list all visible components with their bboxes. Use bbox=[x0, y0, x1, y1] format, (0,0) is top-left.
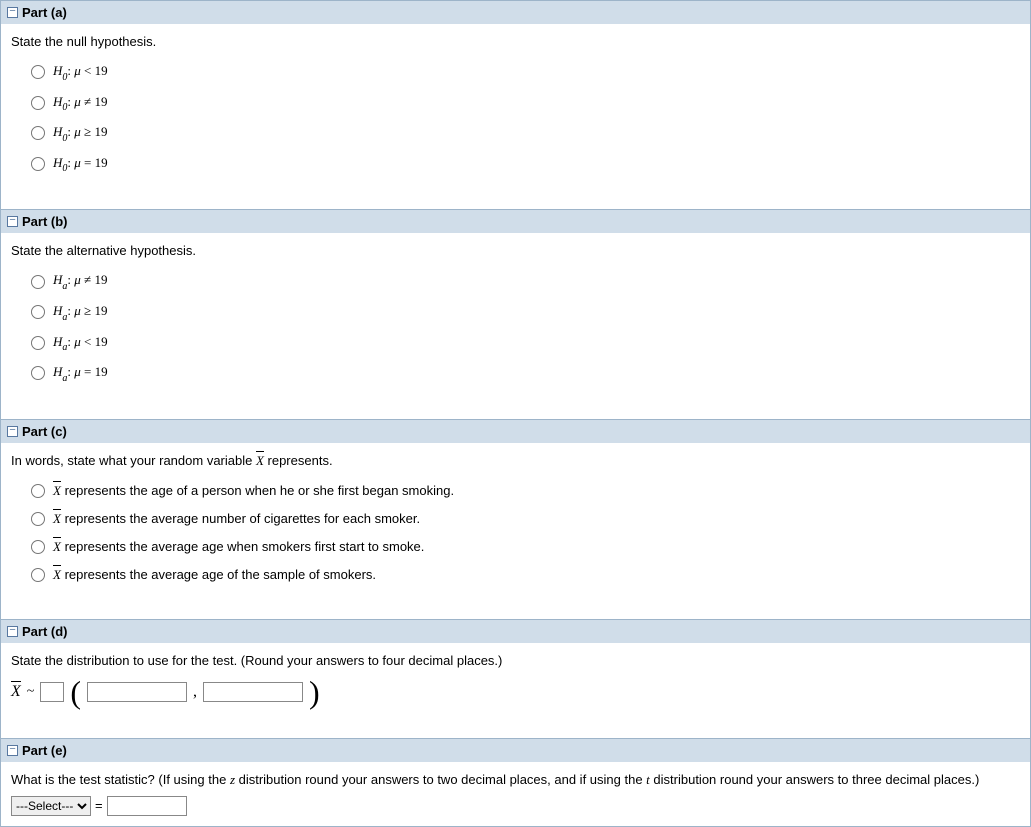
part-e-header: Part (e) bbox=[1, 739, 1030, 762]
label-c-0: X represents the age of a person when he… bbox=[53, 483, 454, 499]
label-c-2: X represents the average age when smoker… bbox=[53, 539, 424, 555]
label-b-3: Ha: μ = 19 bbox=[53, 364, 108, 383]
label-c-3: X represents the average age of the samp… bbox=[53, 567, 376, 583]
radio-b-0[interactable] bbox=[31, 275, 45, 289]
part-c-title: Part (c) bbox=[22, 424, 67, 439]
open-paren: ( bbox=[70, 676, 81, 708]
test-stat-input[interactable] bbox=[107, 796, 187, 816]
option-b-1: Ha: μ ≥ 19 bbox=[31, 297, 1020, 328]
label-a-0: H0: μ < 19 bbox=[53, 63, 108, 82]
part-a-options: H0: μ < 19 H0: μ ≠ 19 H0: μ ≥ 19 H0: μ =… bbox=[11, 57, 1020, 179]
close-paren: ) bbox=[309, 676, 320, 708]
part-e: Part (e) What is the test statistic? (If… bbox=[0, 738, 1031, 827]
part-d-title: Part (d) bbox=[22, 624, 68, 639]
radio-c-1[interactable] bbox=[31, 512, 45, 526]
radio-c-0[interactable] bbox=[31, 484, 45, 498]
part-e-body: What is the test statistic? (If using th… bbox=[1, 762, 1030, 826]
dist-param2-input[interactable] bbox=[203, 682, 303, 702]
radio-b-3[interactable] bbox=[31, 366, 45, 380]
collapse-icon[interactable] bbox=[7, 626, 18, 637]
option-a-0: H0: μ < 19 bbox=[31, 57, 1020, 88]
part-c-options: X represents the age of a person when he… bbox=[11, 477, 1020, 589]
part-b-header: Part (b) bbox=[1, 210, 1030, 233]
label-a-3: H0: μ = 19 bbox=[53, 155, 108, 174]
radio-b-2[interactable] bbox=[31, 336, 45, 350]
part-b-prompt: State the alternative hypothesis. bbox=[11, 243, 1020, 258]
part-d-header: Part (d) bbox=[1, 620, 1030, 643]
option-b-3: Ha: μ = 19 bbox=[31, 358, 1020, 389]
collapse-icon[interactable] bbox=[7, 745, 18, 756]
radio-c-3[interactable] bbox=[31, 568, 45, 582]
dist-name-input[interactable] bbox=[40, 682, 64, 702]
collapse-icon[interactable] bbox=[7, 216, 18, 227]
label-b-0: Ha: μ ≠ 19 bbox=[53, 272, 107, 291]
option-c-3: X represents the average age of the samp… bbox=[31, 561, 1020, 589]
label-a-1: H0: μ ≠ 19 bbox=[53, 94, 107, 113]
dist-param1-input[interactable] bbox=[87, 682, 187, 702]
radio-a-3[interactable] bbox=[31, 157, 45, 171]
option-c-2: X represents the average age when smoker… bbox=[31, 533, 1020, 561]
part-d-body: State the distribution to use for the te… bbox=[1, 643, 1030, 738]
tilde-symbol: ~ bbox=[27, 684, 35, 700]
radio-a-2[interactable] bbox=[31, 126, 45, 140]
label-c-1: X represents the average number of cigar… bbox=[53, 511, 420, 527]
collapse-icon[interactable] bbox=[7, 426, 18, 437]
part-d-prompt: State the distribution to use for the te… bbox=[11, 653, 1020, 668]
part-e-title: Part (e) bbox=[22, 743, 67, 758]
part-a-title: Part (a) bbox=[22, 5, 67, 20]
xbar-symbol: X bbox=[11, 683, 21, 701]
dist-select[interactable]: ---Select--- bbox=[11, 796, 91, 816]
option-c-1: X represents the average number of cigar… bbox=[31, 505, 1020, 533]
option-a-1: H0: μ ≠ 19 bbox=[31, 88, 1020, 119]
part-b: Part (b) State the alternative hypothesi… bbox=[0, 209, 1031, 419]
comma: , bbox=[193, 683, 197, 701]
option-a-2: H0: μ ≥ 19 bbox=[31, 118, 1020, 149]
option-b-0: Ha: μ ≠ 19 bbox=[31, 266, 1020, 297]
option-a-3: H0: μ = 19 bbox=[31, 149, 1020, 180]
distribution-row: X ~ ( , ) bbox=[11, 676, 1020, 708]
collapse-icon[interactable] bbox=[7, 7, 18, 18]
radio-a-0[interactable] bbox=[31, 65, 45, 79]
label-b-2: Ha: μ < 19 bbox=[53, 334, 108, 353]
option-b-2: Ha: μ < 19 bbox=[31, 328, 1020, 359]
part-d: Part (d) State the distribution to use f… bbox=[0, 619, 1031, 739]
option-c-0: X represents the age of a person when he… bbox=[31, 477, 1020, 505]
part-a-body: State the null hypothesis. H0: μ < 19 H0… bbox=[1, 24, 1030, 209]
test-stat-row: ---Select--- = bbox=[11, 796, 1020, 816]
part-b-title: Part (b) bbox=[22, 214, 68, 229]
label-b-1: Ha: μ ≥ 19 bbox=[53, 303, 107, 322]
radio-c-2[interactable] bbox=[31, 540, 45, 554]
part-a-prompt: State the null hypothesis. bbox=[11, 34, 1020, 49]
part-e-prompt: What is the test statistic? (If using th… bbox=[11, 772, 1020, 788]
label-a-2: H0: μ ≥ 19 bbox=[53, 124, 107, 143]
part-a-header: Part (a) bbox=[1, 1, 1030, 24]
radio-a-1[interactable] bbox=[31, 96, 45, 110]
part-a: Part (a) State the null hypothesis. H0: … bbox=[0, 0, 1031, 210]
equals-sign: = bbox=[95, 798, 103, 813]
part-c-header: Part (c) bbox=[1, 420, 1030, 443]
part-c-body: In words, state what your random variabl… bbox=[1, 443, 1030, 619]
part-c-prompt: In words, state what your random variabl… bbox=[11, 453, 1020, 469]
part-b-body: State the alternative hypothesis. Ha: μ … bbox=[1, 233, 1030, 418]
part-c: Part (c) In words, state what your rando… bbox=[0, 419, 1031, 620]
part-b-options: Ha: μ ≠ 19 Ha: μ ≥ 19 Ha: μ < 19 Ha: μ =… bbox=[11, 266, 1020, 388]
radio-b-1[interactable] bbox=[31, 305, 45, 319]
